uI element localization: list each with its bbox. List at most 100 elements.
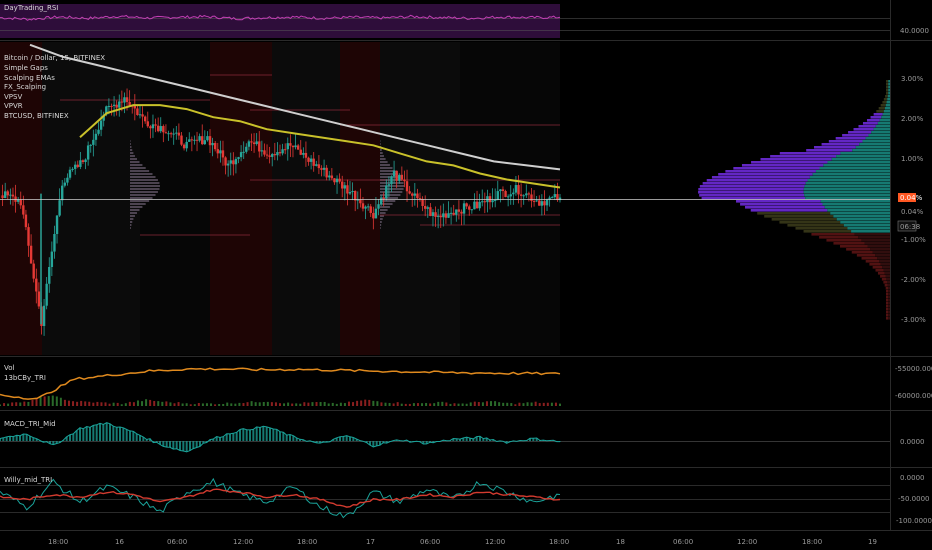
macd-histogram-bar <box>262 426 265 441</box>
volume-profile-bar <box>820 200 890 203</box>
volume-bar <box>181 403 184 406</box>
candle-body <box>120 101 124 103</box>
volume-bar <box>270 402 273 406</box>
macd-histogram-bar <box>295 437 298 441</box>
candle-body <box>421 198 424 206</box>
volume-bar <box>0 404 1 406</box>
session-profile-bar <box>130 176 156 178</box>
session-profile-bar <box>380 158 386 160</box>
candle-body <box>499 189 502 192</box>
volume-bar <box>201 403 204 406</box>
volume-profile-bar <box>824 206 890 209</box>
rsi-title[interactable]: DayTrading_RSI <box>4 4 59 12</box>
volume-profile-bar <box>698 191 804 194</box>
volume-bar <box>347 401 350 406</box>
volume-profile-bar <box>804 194 890 197</box>
time-axis-label: 18:00 <box>549 538 569 546</box>
willy-axis-label: -100.0000 <box>896 517 932 525</box>
volume-profile-bar <box>701 197 806 200</box>
volume-bar <box>469 402 472 406</box>
candle-body <box>105 106 108 115</box>
candle-body <box>159 126 162 132</box>
volume-profile-bar <box>827 161 890 164</box>
indicator-label[interactable]: Simple Gaps <box>4 64 48 72</box>
macd-histogram-bar <box>422 441 425 445</box>
candle-body <box>234 158 238 165</box>
volume-profile-bar <box>870 248 890 251</box>
volume-profile-bar <box>854 233 890 236</box>
macd-histogram-bar <box>482 438 485 441</box>
volume-bar <box>218 404 221 406</box>
macd-histogram-bar <box>132 431 135 441</box>
volume-indicator-title[interactable]: 13bCBy_TRI <box>4 374 46 382</box>
indicator-label[interactable]: VPSV <box>4 92 23 101</box>
candle-body <box>377 204 380 209</box>
session-profile-bar <box>380 191 403 193</box>
session-profile-bar <box>130 215 135 217</box>
volume-bar <box>323 401 326 406</box>
macd-histogram-bar <box>395 439 398 441</box>
volume-profile-bar <box>718 173 813 176</box>
candle-body <box>439 215 442 218</box>
time-axis-label: 18 <box>616 538 625 546</box>
macd-histogram-bar <box>99 423 101 441</box>
session-profile-bar <box>130 206 143 208</box>
volume-profile-bar <box>858 236 890 239</box>
candle-body <box>338 178 341 182</box>
macd-title[interactable]: MACD_TRI_Mid <box>4 420 56 428</box>
candle-body <box>496 191 499 200</box>
volume-title[interactable]: Vol <box>4 364 15 372</box>
indicator-label[interactable]: BTCUSD, BITFINEX <box>4 111 69 120</box>
macd-histogram-bar <box>149 438 151 441</box>
volume-bar <box>47 396 50 406</box>
session-band <box>210 42 272 355</box>
macd-histogram-bar <box>292 435 295 441</box>
macd-histogram-bar <box>112 426 115 441</box>
price-axis-label: -3.00% <box>901 316 926 324</box>
price-axis-label: -1.00% <box>901 236 926 244</box>
willy-title[interactable]: Willy_mid_TRI <box>4 476 53 484</box>
volume-bar <box>161 401 164 406</box>
macd-histogram-bar <box>489 440 491 441</box>
candle-body <box>94 133 98 140</box>
volume-profile-bar <box>888 302 890 305</box>
volume-bar <box>425 402 428 406</box>
macd-histogram-bar <box>145 439 148 441</box>
volume-profile-bar <box>886 296 889 299</box>
indicator-label[interactable]: VPVR <box>4 102 23 110</box>
volume-profile-bar <box>888 83 890 86</box>
candle-body <box>50 251 54 268</box>
volume-bar <box>19 402 22 406</box>
session-profile-bar <box>130 200 150 202</box>
macd-histogram-bar <box>369 441 371 446</box>
macd-histogram-bar <box>299 439 301 441</box>
macd-histogram-bar <box>42 441 45 443</box>
session-profile-bar <box>380 197 398 199</box>
volume-bar <box>157 401 160 406</box>
candle-body <box>37 291 41 307</box>
indicator-label[interactable]: Scalping EMAs <box>4 73 55 82</box>
time-axis-label: 18:00 <box>48 538 68 546</box>
session-profile-bar <box>130 161 140 163</box>
candle-body <box>444 213 448 218</box>
symbol-title[interactable]: Bitcoin / Dollar, 15, BITFINEX <box>4 54 106 62</box>
candle-body <box>455 209 458 215</box>
volume-bar <box>319 402 322 406</box>
price-axis-label: -2.00% <box>901 276 926 284</box>
volume-bar <box>400 403 403 406</box>
volume-profile-bar <box>848 131 872 134</box>
volume-profile-bar <box>875 125 890 128</box>
candle-body <box>92 139 95 145</box>
candle-body <box>470 209 474 211</box>
volume-bar <box>360 400 363 406</box>
volume-bar <box>76 401 79 406</box>
volume-profile-bar <box>804 185 890 188</box>
volume-bar <box>445 402 448 406</box>
price-candles <box>1 88 562 336</box>
indicator-label[interactable]: FX_Scalping <box>4 83 47 91</box>
volume-profile-bar <box>736 200 821 203</box>
candle-body <box>27 227 30 246</box>
volume-profile-bar <box>872 266 883 269</box>
candle-body <box>286 143 289 150</box>
